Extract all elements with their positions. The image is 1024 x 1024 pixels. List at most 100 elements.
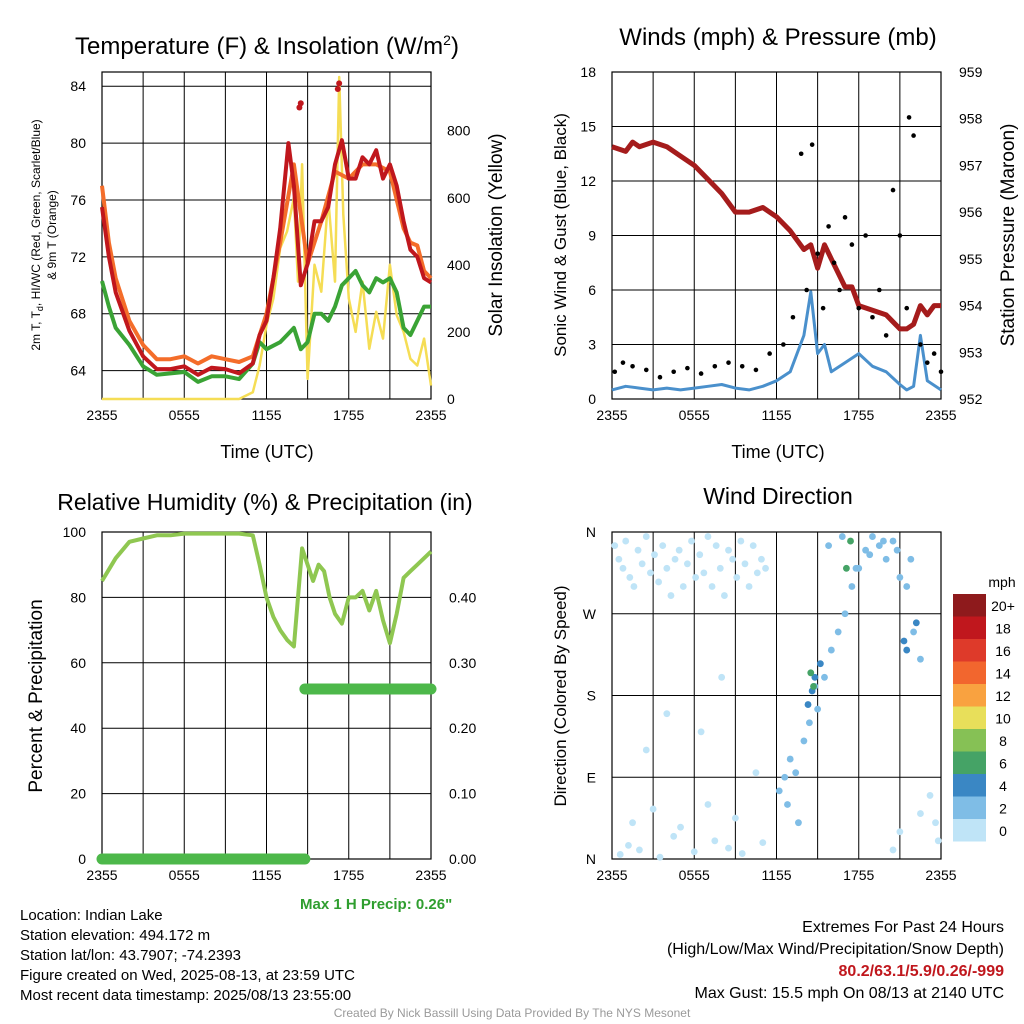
direction-point xyxy=(907,555,915,563)
colorbar-swatch xyxy=(953,751,986,774)
temperature-xtick-label: 1155 xyxy=(251,407,281,423)
extremes-values: 80.2/63.1/5.9/0.26/-999 xyxy=(838,963,1004,980)
direction-point xyxy=(910,628,917,636)
direction-point xyxy=(814,705,822,713)
gust-point xyxy=(712,364,718,369)
colorbar-label: 14 xyxy=(995,666,1011,682)
gust-point xyxy=(685,365,690,371)
gust-point xyxy=(698,371,704,376)
direction-point xyxy=(784,801,791,808)
direction-point xyxy=(775,787,783,795)
gust-point xyxy=(820,305,826,311)
extremes-heading: Extremes For Past 24 Hours xyxy=(802,919,1004,936)
pressure-ytick-label: 956 xyxy=(959,204,983,220)
humidity-ytick-label: 40 xyxy=(70,720,86,736)
gust-point xyxy=(831,260,837,266)
direction-point xyxy=(903,646,911,654)
direction-point xyxy=(759,839,767,847)
colorbar-swatch xyxy=(953,684,986,707)
direction-point xyxy=(729,555,737,563)
direction-ytick-label: W xyxy=(583,606,597,622)
gust-point xyxy=(918,342,923,347)
direction-point xyxy=(656,853,664,861)
temperature-ytick-label: 80 xyxy=(70,135,86,151)
direction-ytick-label: N xyxy=(586,851,596,867)
direction-point xyxy=(725,546,732,554)
heat-index-point xyxy=(334,86,341,93)
direction-point xyxy=(611,542,619,550)
direction-point xyxy=(737,537,745,545)
direction-ytick-label: N xyxy=(586,524,596,540)
temperature-ylabel-line1: 2m T, Td, HI/WC (Red, Green, Scarlet/Blu… xyxy=(29,119,45,350)
temperature-xtick-label: 1755 xyxy=(333,407,364,423)
direction-point xyxy=(875,542,883,550)
gust-point xyxy=(620,360,626,365)
direction-point xyxy=(634,546,642,554)
direction-point xyxy=(843,564,850,572)
direction-point xyxy=(926,792,934,799)
gust-point xyxy=(657,374,663,380)
direction-point xyxy=(738,850,746,857)
temperature-ytick-label: 84 xyxy=(70,78,86,94)
figure-created: Figure created on Wed, 2025-08-13, at 23… xyxy=(20,967,355,984)
direction-point xyxy=(626,574,634,581)
sonic-wind-line xyxy=(611,290,942,392)
direction-point xyxy=(619,564,627,572)
direction-point xyxy=(811,673,819,681)
direction-point xyxy=(700,569,708,577)
gust-point xyxy=(911,133,916,138)
direction-point xyxy=(718,673,726,681)
direction-point xyxy=(807,669,815,677)
direction-point xyxy=(932,819,939,827)
humidity-ylabel: Percent & Precipitation xyxy=(26,599,47,792)
wind-ylabel: Sonic Wind & Gust (Blue, Black) xyxy=(551,113,570,357)
direction-xtick-label: 2355 xyxy=(596,867,627,883)
direction-point xyxy=(716,564,724,572)
direction-point xyxy=(615,555,623,563)
colorbar-label: 20+ xyxy=(991,598,1015,614)
humidity-xtick-label: 1155 xyxy=(251,867,281,883)
winds-xtick-label: 0555 xyxy=(679,407,710,423)
direction-point xyxy=(659,542,667,550)
direction-point xyxy=(704,801,712,808)
direction-point xyxy=(711,837,719,845)
insolation-ytick-label: 400 xyxy=(447,257,471,273)
direction-point xyxy=(917,655,924,663)
temperature-ytick-label: 76 xyxy=(70,192,86,208)
gust-point xyxy=(856,305,862,311)
winds-xtick-label: 2355 xyxy=(925,407,956,423)
direction-point xyxy=(762,564,769,572)
pressure-ytick-label: 955 xyxy=(959,251,983,267)
winds-xlabel: Time (UTC) xyxy=(731,442,824,462)
gust-point xyxy=(904,305,910,311)
pressure-ytick-label: 952 xyxy=(959,391,983,407)
gust-point xyxy=(809,142,815,147)
gust-point xyxy=(815,251,820,256)
colorbar-swatch xyxy=(953,639,986,662)
temperature-xtick-label: 2355 xyxy=(86,407,117,423)
pressure-ytick-label: 954 xyxy=(959,298,983,314)
direction-point xyxy=(638,560,646,568)
direction-point xyxy=(834,628,842,636)
gust-point xyxy=(863,233,868,238)
direction-point xyxy=(847,537,854,545)
direction-point xyxy=(903,583,911,590)
wind-ytick-label: 0 xyxy=(588,391,596,407)
colorbar-label: 0 xyxy=(999,823,1007,839)
direction-point xyxy=(649,805,657,813)
heat-index-point xyxy=(336,80,343,87)
colorbar-swatch xyxy=(953,796,986,819)
direction-point xyxy=(733,574,741,581)
insolation-ytick-label: 200 xyxy=(447,324,471,340)
direction-point xyxy=(708,583,716,590)
insolation-ytick-label: 800 xyxy=(447,123,471,139)
colorbar-label: 10 xyxy=(995,711,1011,727)
direction-point xyxy=(651,551,658,559)
temperature-frame xyxy=(101,71,432,400)
direction-point xyxy=(792,769,800,777)
temperature-series-line xyxy=(100,269,431,384)
heat-index-point xyxy=(297,100,304,107)
direction-point xyxy=(697,728,705,736)
gust-point xyxy=(790,314,796,320)
